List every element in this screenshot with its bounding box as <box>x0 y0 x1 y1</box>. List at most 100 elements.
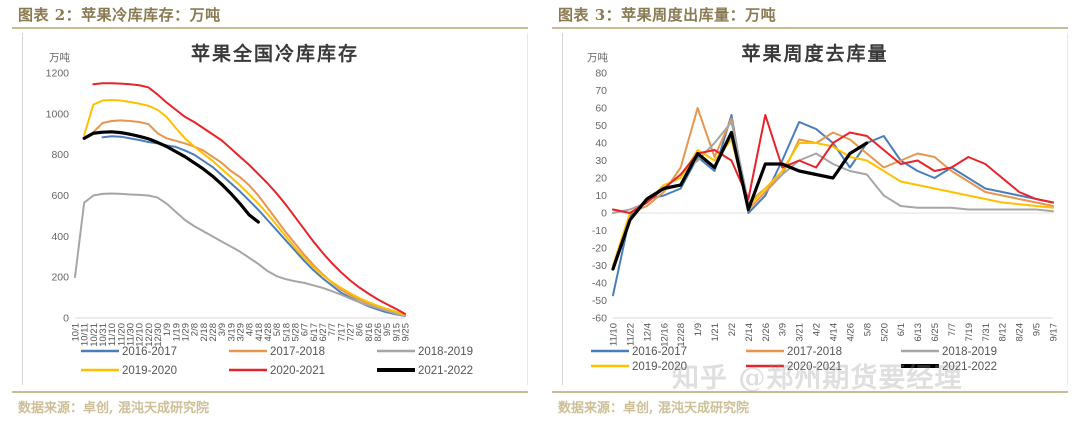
panel-chart-2: 图表 2：苹果冷库库存：万吨 苹果全国冷库库存 万吨 0 200 400 600 800 1… <box>12 6 528 416</box>
chart-title-weekly-destock: 苹果周度去库量 <box>741 43 889 65</box>
y-axis-tick-label: 20 <box>595 173 607 185</box>
y-axis-tick-label: -20 <box>592 243 607 255</box>
legend-label-2016-2017: 2016-2017 <box>632 346 687 358</box>
y-axis-tick-label: 80 <box>595 68 607 80</box>
series-line-2019-2020 <box>83 98 406 316</box>
series-line-2018-2019 <box>74 192 406 317</box>
legend-label-2021-2022: 2021-2022 <box>418 365 473 377</box>
x-axis-tick-label: 6/13 <box>913 323 924 342</box>
x-axis-tick-label: 12/10 <box>135 323 146 347</box>
y-axis-tick-label: 10 <box>595 190 607 202</box>
chart-area-weekly-destock: 苹果周度去库量 万吨 80 70 60 50 40 30 20 10 0 -10 -20 -30 -40 -… <box>562 33 1068 385</box>
x-axis-tick-label: 4/14 <box>829 323 840 342</box>
x-axis-tick-label: 12/4 <box>642 323 653 342</box>
y-axis-tick-label: 40 <box>595 138 607 150</box>
x-axis-tick-label: 1/21 <box>710 323 721 342</box>
legend-label-2020-2021: 2020-2021 <box>270 365 325 377</box>
x-axis-tick-label: 5/8 <box>272 323 283 336</box>
y-axis-tick-label: 1200 <box>46 68 70 80</box>
divider-bottom-right <box>552 391 1068 393</box>
x-axis-tick-label: 7/7 <box>947 323 958 336</box>
x-axis-tick-label: 6/7 <box>300 323 311 336</box>
x-axis-tick-label: 3/19 <box>226 323 237 342</box>
x-axis-tick-label: 10/1 <box>71 323 82 342</box>
x-axis-tick-label: 7/31 <box>981 323 992 342</box>
x-axis-tick-label: 4/2 <box>812 323 823 336</box>
x-axis-tick-label: 4/8 <box>245 323 256 336</box>
y-axis-tick-label: 30 <box>595 155 607 167</box>
legend-label-2017-2018: 2017-2018 <box>787 346 842 358</box>
series-line-2017-2018 <box>612 107 1054 214</box>
x-axis-tick-label: 8/24 <box>1015 323 1026 342</box>
x-axis-tick-label: 9/5 <box>382 323 393 336</box>
y-axis-tick-label: 60 <box>595 103 607 115</box>
legend-label-2018-2019: 2018-2019 <box>418 346 473 358</box>
series-line-2017-2018 <box>92 119 406 316</box>
x-axis-tick-label: 2/26 <box>761 323 772 342</box>
x-axis-tick-label: 3/9 <box>217 323 228 336</box>
x-axis-tick-label: 5/28 <box>291 323 302 342</box>
chart-area-inventory: 苹果全国冷库库存 万吨 0 200 400 600 800 1000 1200 10/1 10/1… <box>22 33 528 385</box>
y-axis-tick-label: -10 <box>592 225 607 237</box>
x-axis-tick-label: 2/8 <box>190 323 201 336</box>
x-axis-tick-label: 12/16 <box>659 323 670 347</box>
x-axis-tick-label: 7/7 <box>327 323 338 336</box>
x-axis-tick-label: 1/19 <box>171 323 182 342</box>
chart-svg-inventory: 万吨 0 200 400 600 800 1000 1200 10/110/1110/2110/… <box>46 51 473 377</box>
x-axis-tick-label: 7/17 <box>336 323 347 342</box>
x-axis-tick-label: 1/29 <box>181 323 192 342</box>
y-axis-tick-label: -50 <box>592 295 607 307</box>
x-axis-tick-label: 2/18 <box>199 323 210 342</box>
y-axis-tick-label: 400 <box>51 231 69 243</box>
legend-label-2019-2020: 2019-2020 <box>122 365 177 377</box>
x-axis-tick-label: 12/28 <box>676 323 687 347</box>
x-axis-tick-label: 3/21 <box>795 323 806 342</box>
series-line-2021-2022 <box>82 130 260 224</box>
x-axis-tick-label: 6/27 <box>318 323 329 342</box>
x-axis-tick-label: 4/18 <box>254 323 265 342</box>
x-axis-tick-label: 10/21 <box>89 323 100 347</box>
x-axis-tick-label: 3/9 <box>778 323 789 336</box>
legend-label-2021-2022: 2021-2022 <box>942 361 997 373</box>
x-axis-tick-label: 12/30 <box>153 323 164 347</box>
x-axis-tick-label: 6/17 <box>309 323 320 342</box>
legend-label-2018-2019: 2018-2019 <box>942 346 997 358</box>
x-axis-tick-label: 6/1 <box>896 323 907 336</box>
y-axis-tick-label: 70 <box>595 85 607 97</box>
x-axis-tick-label: 12/20 <box>144 323 155 347</box>
x-axis-tick-label: 4/26 <box>845 323 856 342</box>
x-axis-tick-label: 11/20 <box>116 323 127 346</box>
x-axis-tick-label: 1/9 <box>693 323 704 336</box>
chart-svg-weekly-destock: 万吨80706050403020100-10-20-30-40-50-6011/… <box>587 51 1060 373</box>
x-axis-tick-label: 9/17 <box>1049 323 1060 342</box>
divider-top-right <box>552 27 1068 29</box>
x-axis-tick-label: 5/8 <box>862 323 873 336</box>
x-axis-tick-label: 11/10 <box>609 323 620 346</box>
x-axis-tick-label: 11/30 <box>126 323 137 346</box>
series-line-2019-2020 <box>612 138 1054 267</box>
x-axis-tick-label: 8/12 <box>998 323 1009 342</box>
divider-top-left <box>12 27 528 29</box>
y-axis-tick-label: 800 <box>51 149 69 161</box>
series-line-2021-2022 <box>611 130 869 271</box>
y-axis-tick-label: 600 <box>51 190 69 202</box>
x-axis-tick-label: 11/10 <box>107 323 118 346</box>
x-axis-tick-label: 9/15 <box>391 323 402 342</box>
y-axis-unit-label: 万吨 <box>49 51 70 64</box>
series-line-2016-2017 <box>101 135 406 317</box>
divider-bottom-left <box>12 391 528 393</box>
y-axis-unit-label: 万吨 <box>587 51 608 64</box>
y-axis-tick-label: 50 <box>595 120 607 132</box>
x-axis-tick-label: 3/29 <box>236 323 247 342</box>
x-axis-tick-label: 7/27 <box>346 323 357 342</box>
x-axis-tick-label: 9/25 <box>401 323 412 342</box>
source-note-3: 数据来源：卓创, 混沌天成研究院 <box>558 401 750 416</box>
x-axis-tick-label: 7/19 <box>964 323 975 342</box>
panel-chart-3: 图表 3：苹果周度出库量：万吨 苹果周度去库量 万吨 80 70 60 50 40 30 20… <box>540 0 1080 424</box>
figure-caption-3: 图表 3：苹果周度出库量：万吨 <box>558 6 777 24</box>
x-axis-tick-label: 10/11 <box>80 323 91 346</box>
legend-label-2017-2018: 2017-2018 <box>270 346 325 358</box>
x-axis-tick-label: 5/18 <box>281 323 292 342</box>
series-line-2020-2021 <box>612 114 1054 214</box>
